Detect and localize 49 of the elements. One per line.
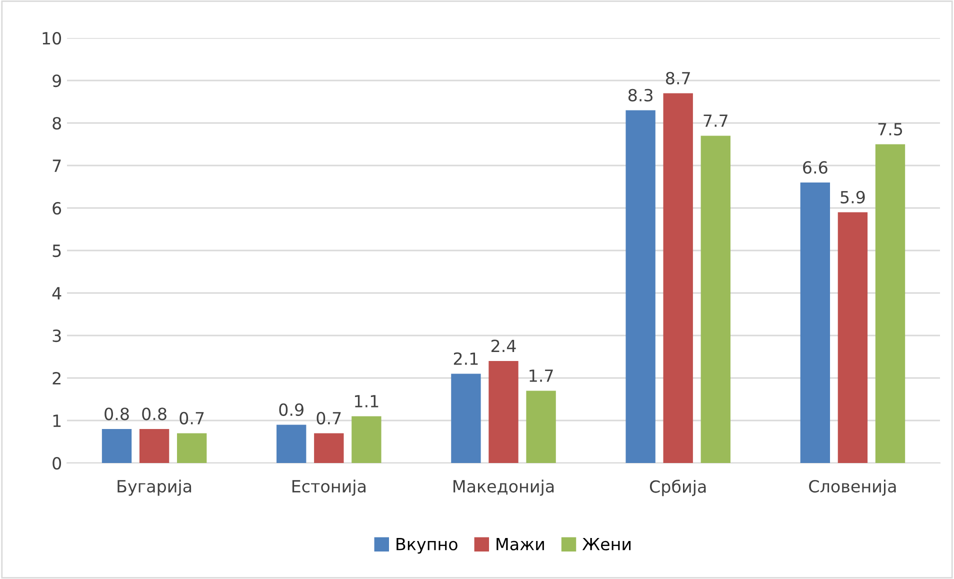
- bar: [177, 433, 207, 463]
- y-tick-label: 0: [52, 456, 62, 470]
- x-tick-label: Бугарија: [118, 480, 192, 496]
- y-tick-label: 8: [52, 116, 61, 130]
- x-tick-label: Македонија: [454, 480, 554, 496]
- bar: [451, 374, 481, 463]
- y-tick-label: 1: [53, 414, 61, 427]
- bar: [139, 429, 170, 463]
- data-label: 2.4: [491, 340, 516, 352]
- x-tick-label: Србија: [650, 480, 706, 496]
- bar: [800, 182, 830, 463]
- bar: [700, 136, 730, 463]
- bar: [488, 361, 518, 463]
- data-label: 7.5: [878, 123, 902, 136]
- y-tick-label: 5: [52, 244, 61, 258]
- y-tick-label: 6: [52, 202, 62, 215]
- bar: [314, 433, 344, 463]
- y-tick-label: 3: [52, 329, 61, 342]
- x-tick-label: Естонија: [292, 480, 366, 496]
- y-tick-label: 9: [52, 74, 61, 88]
- bar: [102, 429, 132, 463]
- bar: [526, 390, 556, 463]
- bar: [626, 110, 656, 463]
- bar: [875, 144, 906, 463]
- data-label: 0.8: [104, 408, 129, 420]
- data-label: 6.6: [803, 161, 828, 174]
- y-tick-label: 2: [52, 372, 60, 384]
- data-label: 8.3: [628, 88, 652, 102]
- data-label: 7.7: [704, 114, 728, 127]
- x-tick-label: Словенија: [809, 480, 896, 496]
- legend-label: Мажи: [496, 538, 544, 550]
- data-label: 1.7: [530, 370, 553, 382]
- legend-label: Жени: [582, 538, 631, 550]
- data-label: 0.7: [316, 412, 341, 424]
- y-tick-label: 4: [52, 287, 62, 300]
- legend-label: Вкупно: [396, 538, 458, 554]
- data-label: 2.1: [454, 352, 478, 365]
- bar: [838, 212, 868, 463]
- bar: [352, 416, 382, 463]
- data-label: 8.7: [666, 72, 690, 84]
- data-label: 0.9: [279, 403, 304, 416]
- data-label: 0.8: [142, 408, 166, 420]
- data-label: 0.7: [180, 412, 204, 424]
- data-label: 5.9: [840, 190, 865, 204]
- data-label: 1.1: [355, 395, 378, 408]
- y-tick-label: 10: [42, 32, 62, 45]
- bar: [276, 424, 306, 463]
- bar: [663, 93, 693, 463]
- y-tick-label: 7: [52, 160, 61, 172]
